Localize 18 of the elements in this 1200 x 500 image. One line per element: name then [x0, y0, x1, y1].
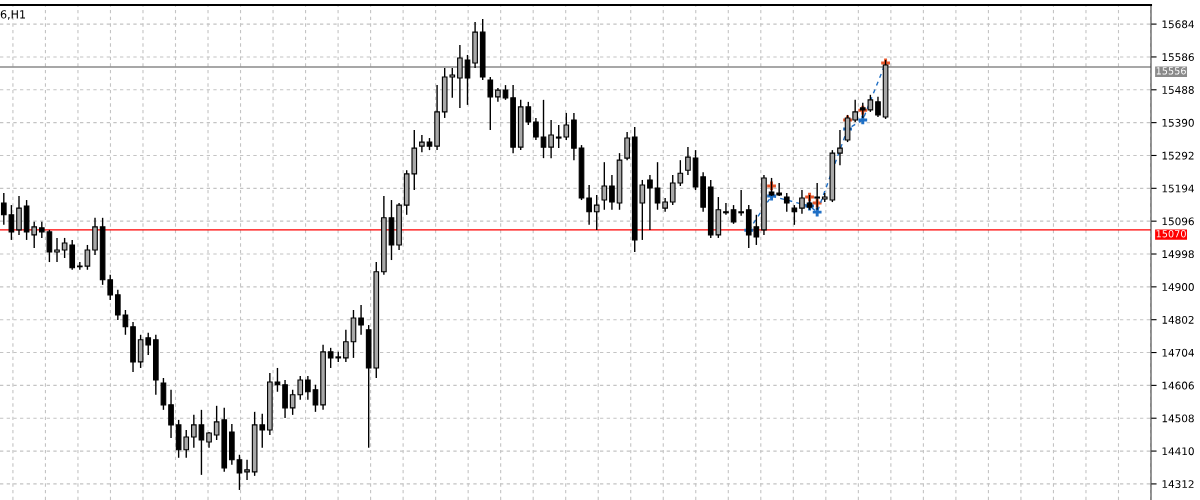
y-tick-label: 15194: [1162, 184, 1194, 193]
y-tick-label: 14900: [1162, 283, 1194, 291]
y-tick-label: 15390: [1162, 118, 1194, 127]
y-tick-label: 15586: [1162, 53, 1194, 62]
y-tick-label: 15488: [1162, 86, 1194, 94]
y-tick-label: 14606: [1162, 381, 1194, 390]
ref-line-label: 15070: [1156, 230, 1186, 238]
y-tick-label: 14508: [1162, 414, 1194, 423]
y-tick-label: 14998: [1162, 250, 1194, 259]
y-tick-label: 15096: [1162, 217, 1194, 226]
y-tick-label: 15292: [1162, 151, 1194, 160]
y-tick-label: 14704: [1162, 348, 1194, 357]
y-tick-label: 14802: [1162, 315, 1194, 324]
ref-line-label: 15556: [1156, 67, 1186, 75]
y-tick-label: 14410: [1162, 447, 1194, 456]
y-tick-label: 14312: [1162, 480, 1194, 489]
chart-title: 6,H1: [0, 10, 25, 20]
y-tick-label: 15684: [1162, 20, 1194, 29]
